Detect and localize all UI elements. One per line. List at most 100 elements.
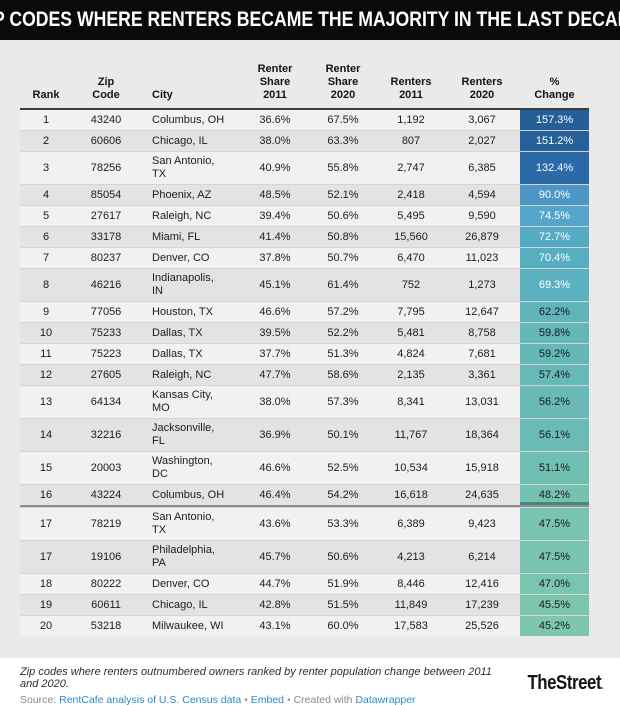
rentcafe-source-link[interactable]: RentCafe analysis of U.S. Census data: [59, 694, 242, 705]
table-row: 14 32216 Jacksonville, FL 36.9% 50.1% 11…: [20, 418, 589, 451]
cell-rank: 12: [39, 368, 53, 381]
cell-renter-share-2011: 46.6%: [259, 305, 291, 318]
table-row: 5 27617 Raleigh, NC 39.4% 50.6% 5,495 9,…: [20, 205, 589, 226]
cell-pct-change-heatmap: 45.5%: [520, 595, 589, 615]
table-row: 10 75233 Dallas, TX 39.5% 52.2% 5,481 8,…: [20, 322, 589, 343]
cell-renter-share-2011: 38.0%: [259, 395, 291, 408]
cell-renters-2011: 2,747: [397, 161, 425, 174]
cell-city: San Antonio, TX: [152, 511, 215, 536]
cell-rank: 5: [42, 209, 50, 222]
cell-rank: 19: [39, 598, 53, 611]
cell-city: Denver, CO: [152, 251, 210, 264]
cell-rank: 4: [42, 188, 50, 201]
cell-zip-code: 78219: [90, 517, 122, 530]
cell-renter-share-2020: 60.0%: [327, 619, 359, 632]
cell-renters-2020: 13,031: [465, 395, 499, 408]
cell-zip-code: 53218: [90, 619, 122, 632]
cell-rank: 8: [42, 278, 50, 291]
cell-renter-share-2020: 57.2%: [327, 305, 359, 318]
table-row: 17 78219 San Antonio, TX 43.6% 53.3% 6,3…: [20, 507, 589, 540]
cell-renters-2011: 17,583: [394, 619, 428, 632]
datawrapper-link[interactable]: Datawrapper: [355, 694, 416, 705]
cell-rank: 15: [39, 461, 53, 474]
cell-city: Washington, DC: [152, 455, 213, 480]
cell-rank: 7: [42, 251, 50, 264]
table-row: 1 43240 Columbus, OH 36.6% 67.5% 1,192 3…: [20, 110, 589, 130]
embed-link[interactable]: Embed: [250, 694, 285, 705]
cell-renter-share-2011: 43.1%: [259, 619, 291, 632]
cell-rank: 1: [42, 113, 50, 126]
cell-renter-share-2020: 50.1%: [327, 428, 359, 441]
cell-renters-2011: 15,560: [394, 230, 428, 243]
cell-renters-2011: 11,849: [394, 598, 428, 611]
cell-zip-code: 27605: [90, 368, 122, 381]
table-row: 8 46216 Indianapolis, IN 45.1% 61.4% 752…: [20, 268, 589, 301]
cell-city: Milwaukee, WI: [152, 619, 224, 632]
cell-renters-2011: 4,824: [397, 347, 425, 360]
table-row: 4 85054 Phoenix, AZ 48.5% 52.1% 2,418 4,…: [20, 184, 589, 205]
cell-zip-code: 77056: [90, 305, 122, 318]
table-row: 7 80237 Denver, CO 37.8% 50.7% 6,470 11,…: [20, 247, 589, 268]
cell-zip-code: 60606: [90, 134, 122, 147]
cell-rank: 16: [39, 488, 53, 501]
separator-dot: •: [286, 694, 291, 705]
cell-renter-share-2011: 47.7%: [259, 368, 291, 381]
source-prefix-label: Source:: [20, 694, 57, 705]
cell-renters-2011: 2,135: [397, 368, 425, 381]
cell-renter-share-2011: 38.0%: [259, 134, 291, 147]
cell-zip-code: 43224: [90, 488, 122, 501]
cell-renters-2020: 2,027: [468, 134, 496, 147]
cell-renter-share-2020: 50.6%: [327, 550, 359, 563]
cell-renter-share-2011: 41.4%: [259, 230, 291, 243]
cell-renters-2020: 8,758: [468, 326, 496, 339]
cell-zip-code: 75233: [90, 326, 122, 339]
footer: Zip codes where renters outnumbered owne…: [0, 658, 620, 705]
cell-renters-2011: 5,481: [397, 326, 425, 339]
cell-renter-share-2020: 52.2%: [327, 326, 359, 339]
table-header-row: Rank Zip Code City Renter Share 2011 Ren…: [20, 40, 589, 110]
cell-renter-share-2020: 54.2%: [327, 488, 359, 501]
cell-renter-share-2011: 44.7%: [259, 577, 291, 590]
cell-renter-share-2011: 46.4%: [259, 488, 291, 501]
table-row: 13 64134 Kansas City, MO 38.0% 57.3% 8,3…: [20, 385, 589, 418]
column-header-renters-2020: Renters 2020: [461, 76, 503, 101]
cell-city: Miami, FL: [152, 230, 201, 243]
cell-renter-share-2011: 45.1%: [259, 278, 291, 291]
cell-rank: 11: [40, 347, 52, 360]
cell-city: Columbus, OH: [152, 113, 225, 126]
cell-renter-share-2020: 53.3%: [327, 517, 359, 530]
thestreet-logo: TheStreet.: [527, 672, 603, 694]
table-row: 15 20003 Washington, DC 46.6% 52.5% 10,5…: [20, 451, 589, 484]
column-header-renters-2011: Renters 2011: [390, 76, 432, 101]
cell-pct-change-heatmap: 48.2%: [520, 485, 589, 505]
cell-renters-2020: 12,647: [465, 305, 499, 318]
cell-renter-share-2020: 63.3%: [327, 134, 359, 147]
cell-rank: 2: [42, 134, 50, 147]
cell-pct-change-heatmap: 62.2%: [520, 302, 589, 322]
cell-pct-change-heatmap: 151.2%: [520, 131, 589, 151]
cell-city: Chicago, IL: [152, 598, 208, 611]
cell-renters-2011: 1,192: [397, 113, 425, 126]
cell-rank: 9: [42, 305, 50, 318]
cell-renter-share-2011: 46.6%: [259, 461, 291, 474]
table-body: 1 43240 Columbus, OH 36.6% 67.5% 1,192 3…: [20, 110, 589, 636]
cell-pct-change-heatmap: 51.1%: [520, 452, 589, 484]
chart-description: Zip codes where renters outnumbered owne…: [20, 666, 492, 690]
cell-renters-2011: 4,213: [397, 550, 425, 563]
column-header-zip-code: Zip Code: [92, 76, 120, 101]
cell-zip-code: 80237: [90, 251, 122, 264]
cell-city: Denver, CO: [152, 577, 210, 590]
cell-renters-2020: 9,423: [468, 517, 496, 530]
cell-city: Columbus, OH: [152, 488, 225, 501]
cell-renters-2020: 24,635: [465, 488, 499, 501]
table-row: 6 33178 Miami, FL 41.4% 50.8% 15,560 26,…: [20, 226, 589, 247]
cell-pct-change-heatmap: 56.1%: [520, 419, 589, 451]
cell-pct-change-heatmap: 45.2%: [520, 616, 589, 636]
created-with-label: Created with: [293, 694, 353, 705]
cell-renter-share-2011: 48.5%: [259, 188, 291, 201]
cell-zip-code: 60611: [91, 598, 121, 611]
column-header-rank: Rank: [32, 89, 60, 101]
cell-city: Philadelphia, PA: [152, 544, 215, 569]
cell-renters-2020: 9,590: [468, 209, 496, 222]
